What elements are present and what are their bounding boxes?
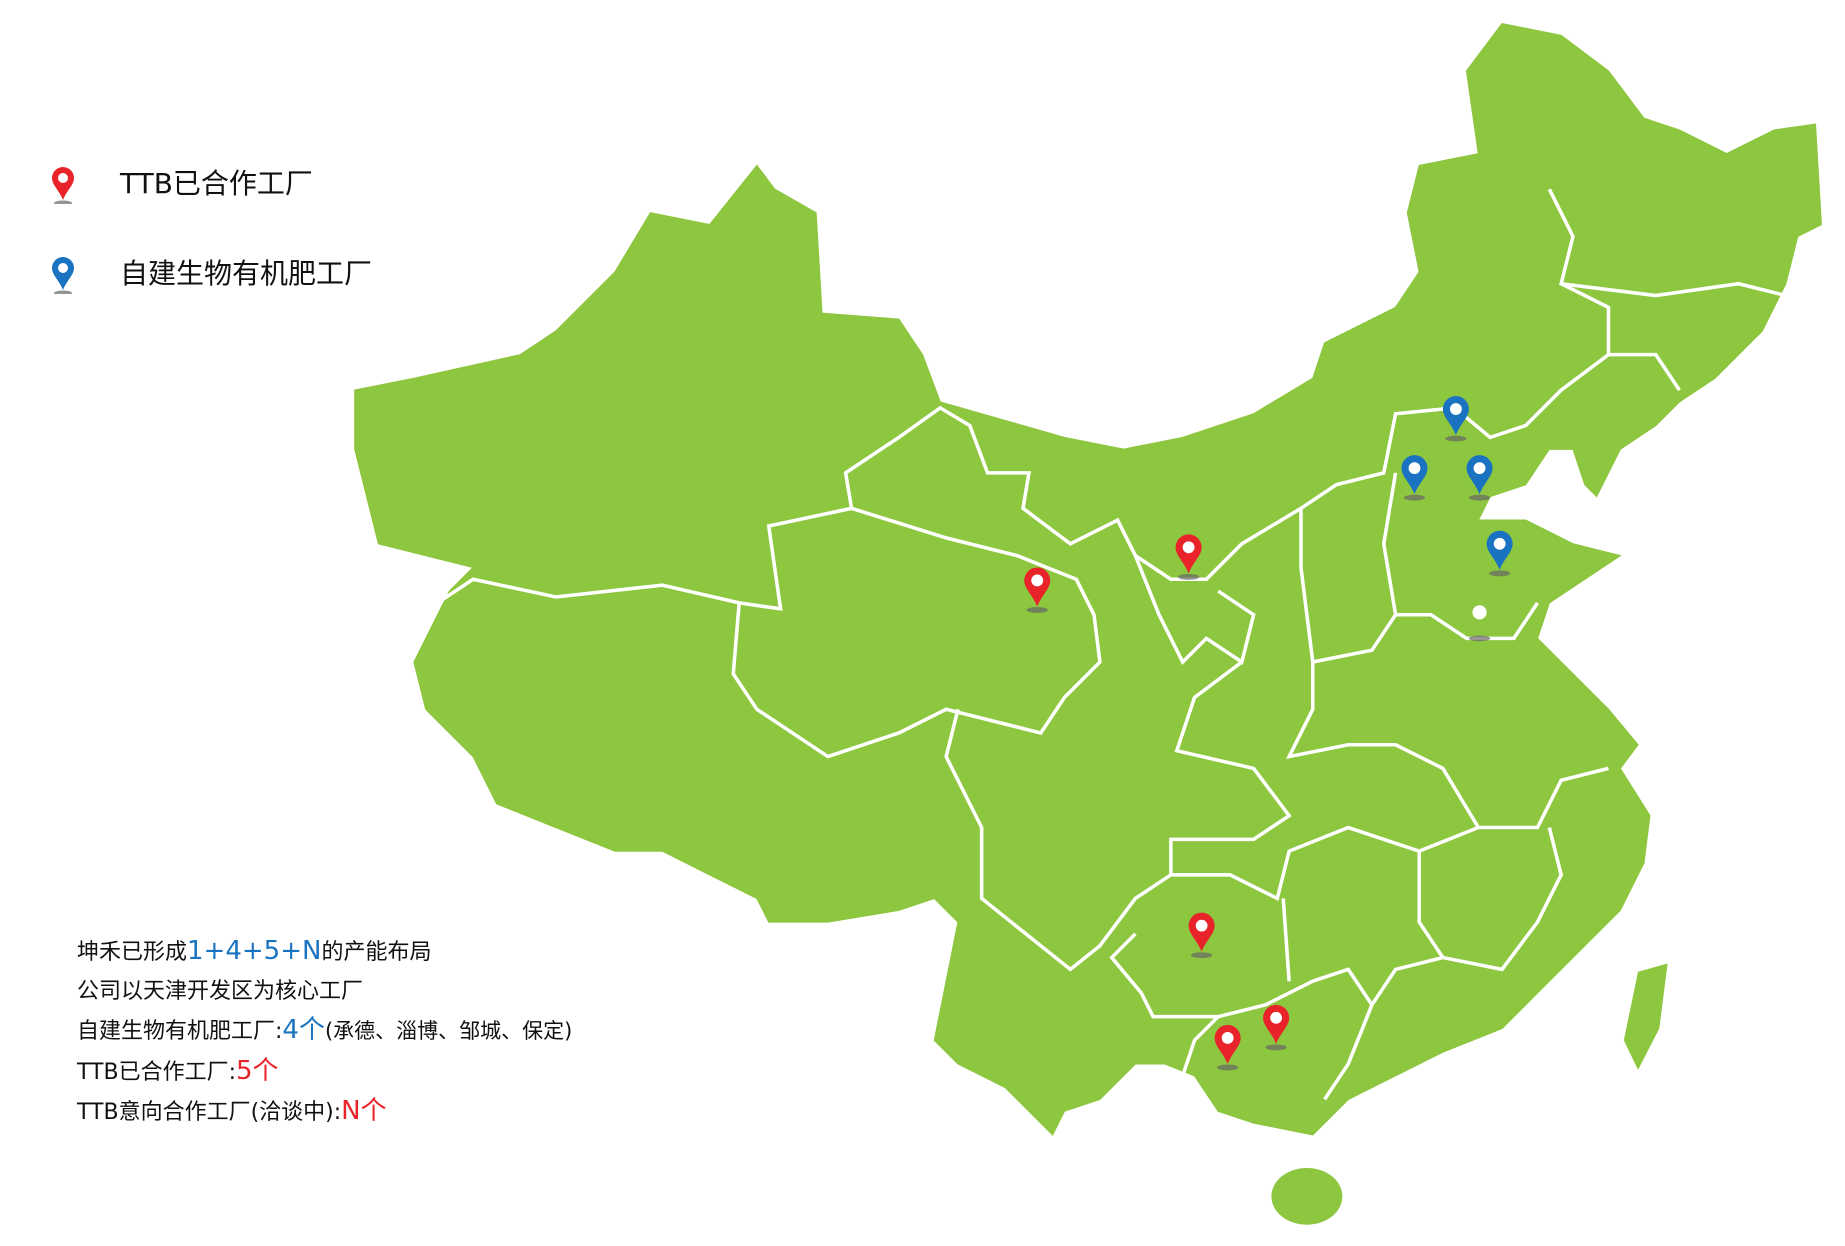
legend-label: 自建生物有机肥工厂 — [120, 257, 373, 290]
red-map-pin-icon — [52, 167, 74, 204]
legend-item-partner: TTB已合作工厂 — [46, 160, 313, 204]
legend-item-own: 自建生物有机肥工厂 — [46, 250, 372, 294]
capacity-summary: 坤禾已形成1+4+5+N的产能布局 公司以天津开发区为核心工厂 自建生物有机肥工… — [77, 932, 572, 1133]
tianjin-core-marker — [1468, 605, 1491, 642]
summary-line: 公司以天津开发区为核心工厂 — [77, 978, 364, 1004]
mainland-china — [354, 22, 1822, 1136]
summary-line: TTB已合作工厂:5个 — [77, 1055, 279, 1086]
summary-line: 坤禾已形成1+4+5+N的产能布局 — [77, 936, 432, 966]
hainan-island — [1271, 1167, 1343, 1225]
legend-label: TTB已合作工厂 — [120, 167, 313, 200]
summary-line: TTB意向合作工厂(洽谈中):N个 — [77, 1096, 387, 1126]
province-borders — [436, 188, 1787, 1101]
taiwan-island — [1623, 963, 1668, 1070]
summary-line: 自建生物有机肥工厂:4个(承德、淄博、邹城、保定) — [77, 1015, 573, 1045]
blue-map-pin-icon — [52, 257, 74, 294]
